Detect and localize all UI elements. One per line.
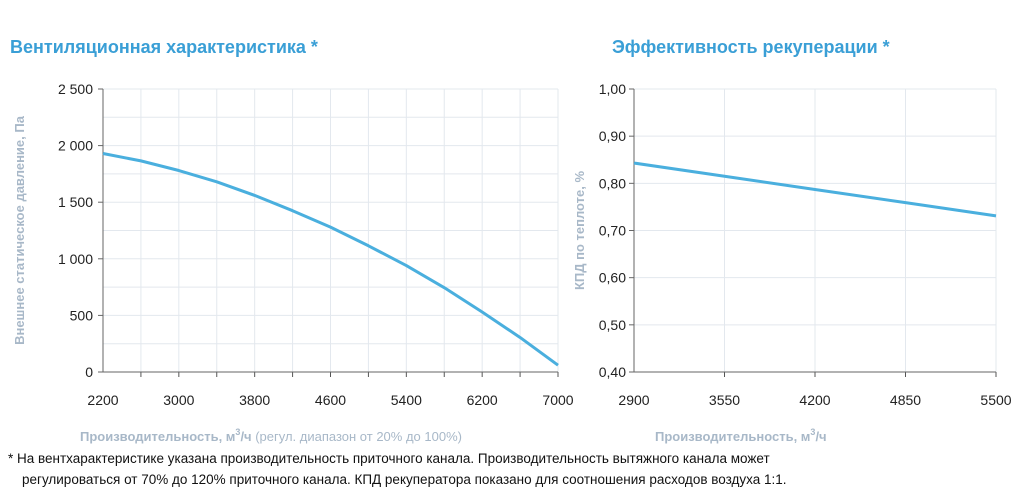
y-axis-label: Внешнее статическое давление, Па — [12, 115, 27, 345]
footnote-line-2: регулироваться от 70% до 120% приточного… — [22, 472, 787, 487]
y-tick-label: 1 500 — [58, 194, 93, 210]
x-tick-label: 3000 — [163, 392, 194, 408]
chart-title-recuperation: Эффективность рекуперации * — [612, 37, 890, 57]
y-tick-label: 0,50 — [599, 317, 626, 333]
x-tick-label: 3800 — [239, 392, 270, 408]
x-axis-label: Производительность, м3/ч (регул. диапазо… — [80, 427, 462, 444]
x-tick-label: 7000 — [542, 392, 573, 408]
y-tick-label: 1,00 — [599, 81, 626, 97]
y-tick-label: 2 000 — [58, 138, 93, 154]
x-tick-label: 5500 — [980, 392, 1011, 408]
x-tick-label: 4600 — [315, 392, 346, 408]
footnote-line-1: * На вентхарактеристике указана производ… — [8, 451, 770, 466]
y-tick-label: 0,90 — [599, 128, 626, 144]
x-tick-label: 5400 — [391, 392, 422, 408]
x-tick-label: 4850 — [890, 392, 921, 408]
y-tick-label: 1 000 — [58, 251, 93, 267]
y-tick-label: 0,60 — [599, 270, 626, 286]
chart-title-ventilation: Вентиляционная характеристика * — [10, 37, 318, 57]
x-tick-label: 3550 — [709, 392, 740, 408]
y-tick-label: 500 — [70, 307, 94, 323]
y-tick-label: 0,70 — [599, 223, 626, 239]
x-tick-label: 2900 — [618, 392, 649, 408]
x-tick-label: 6200 — [467, 392, 498, 408]
series-line — [633, 161, 997, 218]
x-tick-label: 2200 — [87, 392, 118, 408]
y-tick-label: 0,40 — [599, 364, 626, 380]
x-axis-label: Производительность, м3/ч — [655, 427, 827, 444]
series-line — [102, 152, 559, 367]
y-tick-label: 0 — [85, 364, 93, 380]
x-tick-label: 4200 — [799, 392, 830, 408]
y-axis-label: КПД по теплоте, % — [572, 171, 587, 291]
y-tick-label: 0,80 — [599, 175, 626, 191]
y-tick-label: 2 500 — [58, 81, 93, 97]
